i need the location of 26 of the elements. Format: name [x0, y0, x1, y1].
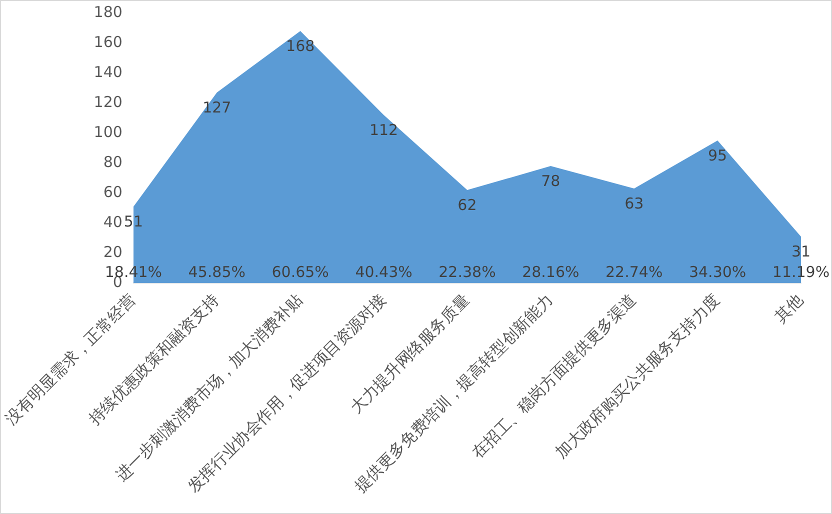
data-label: 112 — [369, 120, 398, 139]
data-label: 168 — [286, 36, 315, 55]
annotation: 60.65% — [272, 262, 329, 281]
y-tick-label: 140 — [94, 62, 122, 81]
y-tick-label: 20 — [103, 242, 122, 261]
annotation: 22.38% — [438, 262, 496, 281]
annotation: 28.16% — [522, 262, 580, 281]
data-label: 78 — [541, 172, 560, 190]
y-tick-label: 100 — [94, 122, 122, 141]
y-tick-label: 40 — [103, 212, 122, 231]
y-tick-label: 80 — [103, 152, 122, 171]
x-tick-label: 其他 — [770, 290, 807, 326]
y-tick-label: 160 — [94, 32, 122, 51]
annotation: 45.85% — [188, 262, 246, 281]
annotation: 34.30% — [688, 262, 746, 281]
data-label: 127 — [202, 98, 232, 116]
data-label: 31 — [791, 242, 811, 260]
data-label: 51 — [124, 212, 143, 230]
y-tick-label: 60 — [103, 182, 122, 201]
data-label: 63 — [624, 194, 644, 212]
data-label: 95 — [708, 146, 728, 164]
y-tick-label: 120 — [94, 92, 122, 111]
annotation: 40.43% — [355, 262, 412, 281]
data-label: 62 — [458, 196, 477, 214]
annotation: 22.74% — [606, 262, 663, 281]
y-tick-label: 180 — [94, 2, 122, 21]
